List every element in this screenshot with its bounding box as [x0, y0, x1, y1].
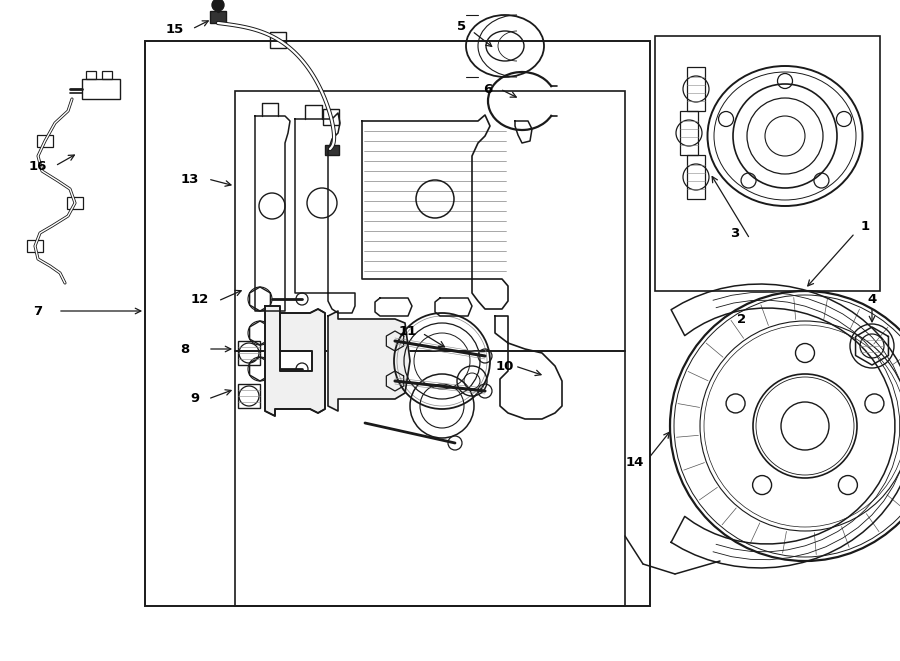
Bar	[687, 67, 705, 111]
Text: 2: 2	[737, 313, 747, 325]
Text: 12: 12	[191, 293, 209, 305]
Bar	[37, 135, 53, 147]
Bar	[687, 155, 705, 199]
Text: 15: 15	[166, 22, 184, 36]
Text: 10: 10	[496, 360, 514, 373]
Text: 16: 16	[29, 159, 47, 173]
Bar	[67, 197, 83, 209]
Bar	[210, 11, 226, 23]
Bar	[82, 79, 120, 99]
Text: 6: 6	[483, 83, 492, 95]
Polygon shape	[328, 311, 410, 411]
Text: 11: 11	[399, 325, 417, 338]
Bar	[238, 341, 260, 365]
Text: 5: 5	[457, 20, 466, 32]
Text: 13: 13	[181, 173, 199, 186]
Text: 7: 7	[33, 305, 42, 317]
Bar	[145, 41, 650, 606]
Bar	[86, 71, 96, 79]
Text: 1: 1	[860, 219, 869, 233]
Polygon shape	[265, 306, 325, 416]
Bar	[325, 145, 339, 155]
Bar	[235, 351, 625, 606]
Text: 3: 3	[731, 227, 740, 239]
Text: 8: 8	[180, 342, 190, 356]
Text: 14: 14	[626, 457, 644, 469]
Bar	[680, 111, 698, 155]
Text: 4: 4	[868, 293, 877, 305]
Bar	[238, 384, 260, 408]
Bar	[323, 109, 339, 125]
Bar	[27, 240, 43, 252]
Text: 9: 9	[191, 393, 200, 405]
Bar	[270, 32, 286, 48]
Bar	[655, 36, 880, 291]
Bar	[235, 91, 625, 351]
Bar	[102, 71, 112, 79]
Circle shape	[212, 0, 224, 11]
